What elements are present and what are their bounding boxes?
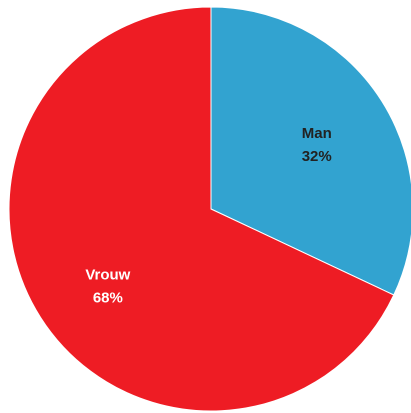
pie-slice-vrouw — [8, 6, 395, 412]
slice-value-label: 32% — [302, 148, 332, 165]
slice-name-label: Man — [302, 125, 332, 142]
slice-labels: Man 32% Vrouw 68% — [85, 125, 331, 307]
pie-slices — [8, 6, 411, 412]
pie-slice-man — [210, 6, 411, 296]
slice-name-label: Vrouw — [85, 267, 130, 284]
slice-value-label: 68% — [93, 290, 123, 307]
